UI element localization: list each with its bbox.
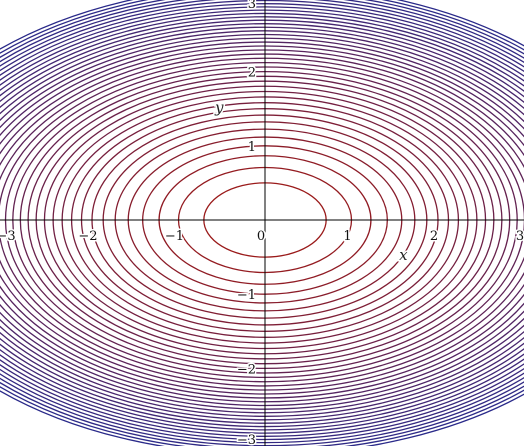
y-tick-label: −2	[237, 362, 256, 377]
x-axis-label: x	[399, 246, 408, 264]
y-tick-label: 2	[248, 66, 256, 81]
x-tick-label: 2	[430, 229, 438, 244]
y-tick-label: −1	[237, 288, 256, 303]
x-tick-label: −1	[165, 229, 184, 244]
y-tick-label: −3	[237, 433, 256, 446]
y-tick-label: 1	[248, 140, 256, 155]
y-tick-label: 3	[248, 0, 256, 12]
x-tick-label: 0	[257, 229, 265, 244]
x-tick-label: −2	[78, 229, 97, 244]
x-tick-label: 1	[343, 229, 351, 244]
y-axis-label: y	[214, 98, 224, 116]
x-tick-label: 3	[516, 229, 524, 244]
x-tick-label: −3	[0, 229, 16, 244]
